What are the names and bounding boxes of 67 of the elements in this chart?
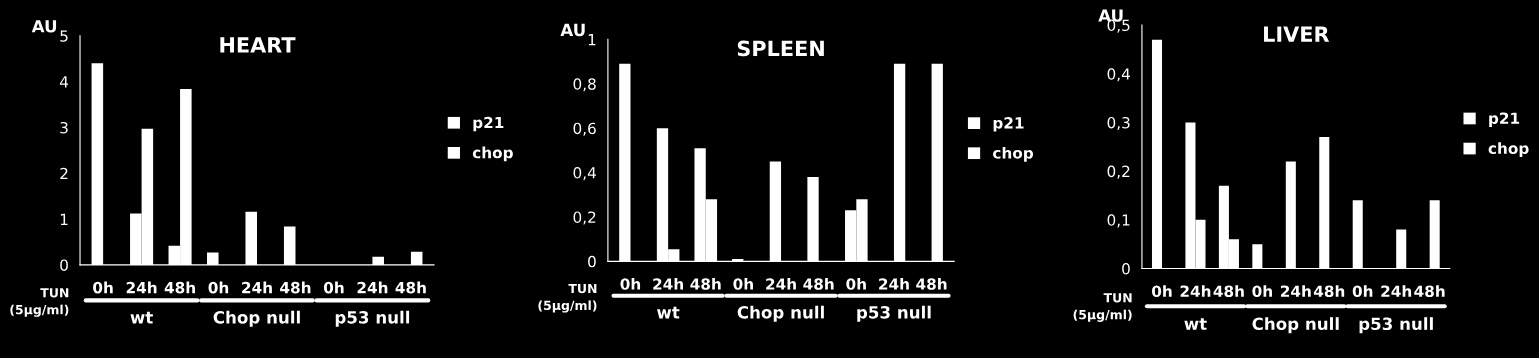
text: wt [657, 306, 680, 319]
text: TUN (5µg/ml) [538, 283, 597, 313]
y-tick-label: 0,4 [573, 167, 596, 181]
x-tick-label: 48h [690, 278, 721, 290]
x-tick-label: 24h [1180, 285, 1211, 297]
x-tick-label: 0h [846, 278, 866, 290]
x-tick-label: 24h [1280, 285, 1311, 297]
legend-label: chop [993, 146, 1034, 162]
x-tick-label: 0h [208, 281, 229, 294]
x-tick-label: 0h [1252, 285, 1272, 297]
x-tick-label: 48h [916, 278, 947, 290]
y-tick-label: 0,2 [1107, 165, 1130, 179]
x-tick-label: 24h [653, 278, 683, 290]
y-tick-label: 4 [59, 76, 69, 88]
text: wt [1184, 318, 1207, 330]
y-tick-label: 0 [1122, 262, 1130, 275]
y-tick-label: 0,3 [1107, 116, 1130, 131]
y-tick-label: 0,2 [573, 211, 596, 225]
y-tick-label: 1 [60, 213, 68, 225]
legend-label: p21 [473, 116, 504, 132]
y-tick-label: 3 [60, 121, 68, 134]
x-tick-label: 0h [733, 278, 753, 290]
x-tick-label: 48h [164, 281, 195, 294]
chart-title: LIVER [1264, 26, 1330, 42]
y-tick-label: 0 [60, 259, 68, 271]
x-tick-label: 24h [242, 281, 272, 294]
x-tick-label: 48h [1313, 285, 1345, 297]
text: TUN (5µg/ml) [1073, 293, 1132, 322]
legend-label: p21 [993, 117, 1024, 132]
chart-title: HEART [220, 37, 296, 53]
x-tick-label: 0h [323, 281, 344, 294]
text: p53 null [857, 305, 931, 322]
x-tick-label: 0h [1352, 285, 1373, 297]
text: p53 null [1359, 317, 1433, 334]
text: Chop null [213, 310, 300, 327]
y-tick-label: 0,8 [573, 78, 596, 92]
x-tick-label: 48h [1213, 285, 1244, 297]
x-tick-label: 48h [280, 281, 311, 294]
text: TUN (5µg/ml) [10, 288, 69, 317]
x-tick-label: 24h [879, 278, 909, 290]
chart-title: SPLEEN [737, 40, 824, 57]
legend-label: chop [472, 146, 513, 162]
y-tick-label: 0,1 [1107, 214, 1130, 228]
y-tick-label: 2 [60, 167, 68, 180]
x-tick-label: 48h [1414, 285, 1445, 297]
y-tick-label: 0 [588, 255, 596, 268]
x-tick-label: 48h [395, 281, 426, 294]
x-tick-label: 24h [126, 281, 157, 294]
y-axis-title: AU [560, 23, 585, 37]
x-tick-label: 24h [357, 281, 388, 294]
x-tick-label: 24h [766, 278, 796, 290]
legend-label: p21 [1489, 112, 1520, 127]
x-tick-label: 0h [93, 281, 113, 294]
x-tick-label: 24h [1381, 285, 1412, 297]
y-axis-title: AU [31, 20, 57, 33]
text: wt [130, 311, 153, 324]
x-tick-label: 48h [803, 278, 834, 290]
y-tick-label: 0,4 [1107, 68, 1130, 82]
legend-label: chop [1488, 142, 1529, 158]
x-tick-label: 0h [1151, 285, 1172, 297]
text: Chop null [737, 305, 824, 322]
y-tick-label: 1 [588, 34, 596, 46]
y-tick-label: 5 [60, 30, 68, 42]
x-tick-label: 0h [620, 278, 641, 290]
y-tick-label: 0,6 [573, 122, 596, 136]
text: Chop null [1252, 317, 1339, 334]
text: p53 null [335, 310, 410, 327]
